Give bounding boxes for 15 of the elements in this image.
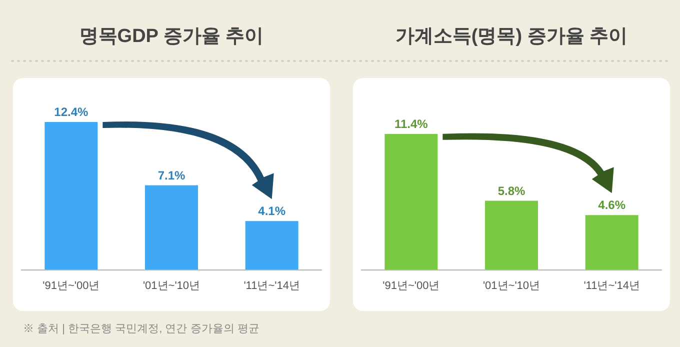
data-label: 4.1%: [258, 204, 286, 218]
x-tick-label: '91년~'00년: [42, 280, 100, 292]
x-tick-label: '01년~'10년: [142, 280, 200, 292]
text: ※ 출처 | 한국은행 국민계정, 연간 증가율의 평균: [23, 323, 260, 335]
x-tick-label: '11년~'14년: [244, 280, 300, 292]
data-label: 12.4%: [54, 105, 89, 119]
data-label: 5.8%: [498, 184, 526, 198]
chart-title: 명목GDP 증가율 추이: [79, 26, 264, 47]
x-tick-label: '01년~'10년: [482, 280, 540, 292]
chart-title: 가계소득(명목) 증가율 추이: [395, 26, 628, 47]
x-tick-label: '11년~'14년: [584, 280, 640, 292]
data-label: 7.1%: [158, 168, 186, 182]
data-label: 11.4%: [394, 116, 428, 131]
data-label: 4.6%: [598, 198, 626, 212]
x-tick-label: '91년~'00년: [382, 280, 440, 292]
